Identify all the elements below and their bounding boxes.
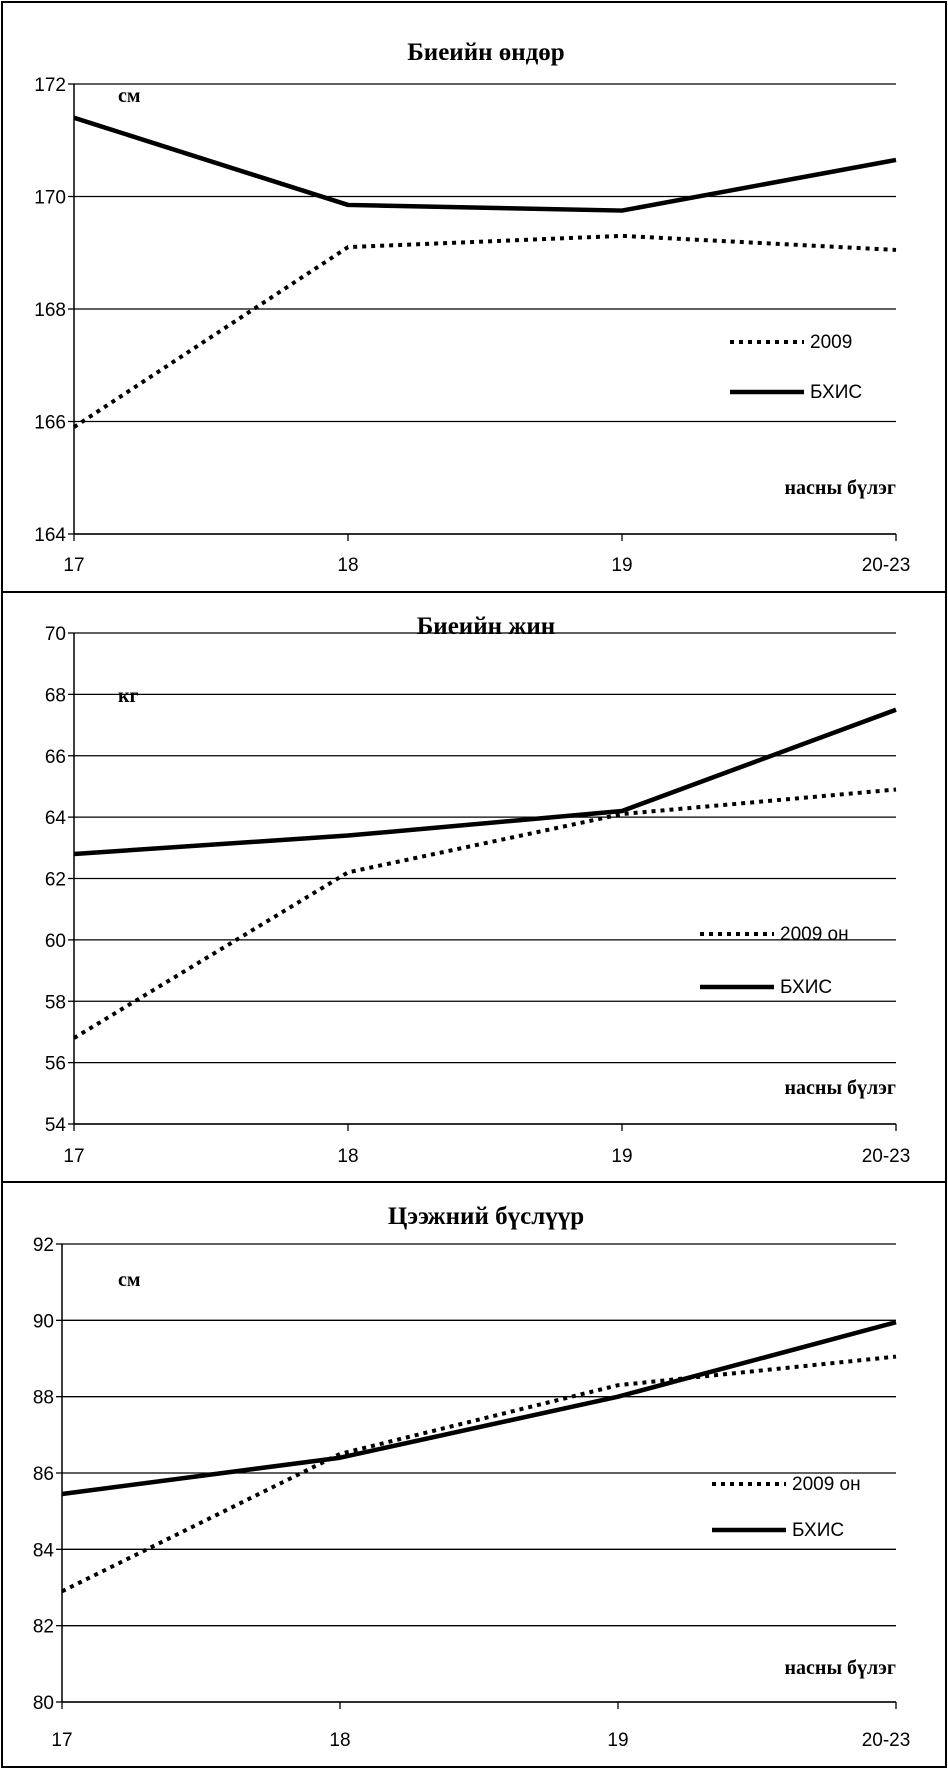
x-tick-label: 19 bbox=[611, 1146, 632, 1167]
x-tick-label: 19 bbox=[607, 1730, 628, 1751]
series-line-bkhis bbox=[62, 1322, 896, 1494]
chart-panel-1: 164 166 168 170 172 17 18 19 20-23 Биеийн өндөр см… bbox=[34, 39, 910, 576]
legend-label: БХИС bbox=[780, 977, 832, 998]
y-tick-label: 164 bbox=[34, 525, 66, 546]
y-tick-label: 168 bbox=[34, 300, 66, 321]
legend-label: БХИС bbox=[792, 1520, 844, 1541]
chart-panel-2: 54 56 58 60 62 64 66 68 70 17 18 19 20-23 Биеийн жин к… bbox=[2, 592, 946, 1167]
x-tick-label: 17 bbox=[63, 555, 84, 576]
y-tick-label: 58 bbox=[45, 992, 66, 1013]
x-tick-label: 18 bbox=[337, 1146, 358, 1167]
x-axis-title: насны бүлэг bbox=[785, 477, 896, 499]
legend-label: 2009 bbox=[810, 332, 852, 353]
chart-title: Цээжний бүслүүр bbox=[388, 1203, 584, 1230]
legend-label: 2009 он bbox=[780, 924, 849, 945]
x-tick-label: 20-23 bbox=[862, 1146, 911, 1167]
chart-title: Биеийн жин bbox=[417, 613, 555, 640]
y-tick-label: 70 bbox=[45, 624, 66, 645]
y-tick-label: 86 bbox=[33, 1464, 54, 1485]
y-tick-label: 66 bbox=[45, 747, 66, 768]
y-tick-label: 56 bbox=[45, 1054, 66, 1075]
y-unit-label: см bbox=[118, 1269, 141, 1291]
chart-panel-3: 80 82 84 86 88 90 92 17 18 19 20-23 Цээжний бүслүүр… bbox=[2, 1182, 946, 1751]
chart-title: Биеийн өндөр bbox=[407, 39, 564, 66]
y-tick-label: 60 bbox=[45, 931, 66, 952]
y-tick-label: 84 bbox=[33, 1540, 55, 1561]
y-unit-label: см bbox=[118, 85, 141, 107]
x-axis-title: насны бүлэг bbox=[785, 1077, 896, 1099]
y-tick-label: 54 bbox=[45, 1115, 67, 1136]
y-tick-label: 166 bbox=[34, 413, 66, 434]
x-tick-label: 20-23 bbox=[862, 555, 911, 576]
series-line-2009 bbox=[74, 236, 896, 427]
legend-label: 2009 он bbox=[792, 1474, 861, 1495]
x-axis-title: насны бүлэг bbox=[785, 1657, 896, 1679]
y-tick-label: 62 bbox=[45, 870, 66, 891]
legend-label: БХИС bbox=[810, 382, 862, 403]
x-tick-label: 17 bbox=[51, 1730, 72, 1751]
y-unit-label: кг bbox=[118, 685, 139, 707]
x-tick-label: 18 bbox=[337, 555, 358, 576]
x-tick-label: 18 bbox=[329, 1730, 350, 1751]
y-tick-label: 64 bbox=[45, 808, 67, 829]
y-tick-label: 80 bbox=[33, 1693, 54, 1714]
y-tick-label: 170 bbox=[34, 188, 66, 209]
y-tick-label: 88 bbox=[33, 1388, 54, 1409]
y-tick-label: 90 bbox=[33, 1311, 54, 1332]
y-tick-label: 92 bbox=[33, 1235, 54, 1256]
x-tick-label: 19 bbox=[611, 555, 632, 576]
y-tick-label: 68 bbox=[45, 685, 66, 706]
series-line-2009 bbox=[62, 1357, 896, 1592]
series-line-bkhis bbox=[74, 710, 896, 854]
y-tick-label: 172 bbox=[34, 75, 66, 96]
x-tick-label: 20-23 bbox=[862, 1730, 911, 1751]
y-tick-label: 82 bbox=[33, 1617, 54, 1638]
x-tick-label: 17 bbox=[63, 1146, 84, 1167]
